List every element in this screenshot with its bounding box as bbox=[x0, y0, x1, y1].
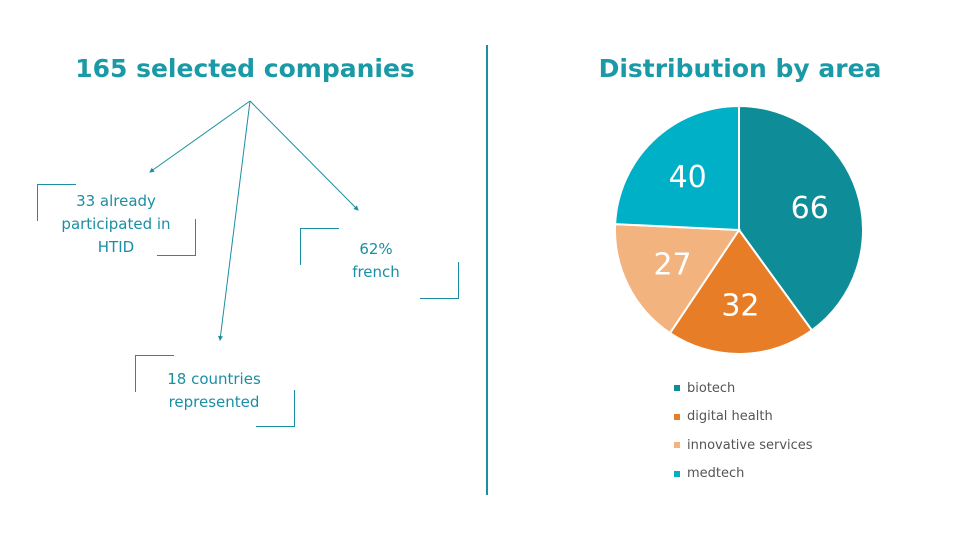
pie-label-biotech: 66 bbox=[791, 191, 829, 226]
legend-label: biotech bbox=[687, 380, 736, 396]
countries-bracket-top bbox=[135, 355, 174, 392]
pie-slice-medtech bbox=[614, 104, 740, 232]
legend-item-innovative-services: innovative services bbox=[674, 431, 813, 460]
legend-label: medtech bbox=[687, 466, 745, 482]
french-callout: 62% french bbox=[352, 240, 400, 281]
pie-slice-innovative-services bbox=[614, 223, 741, 335]
legend-label: innovative services bbox=[687, 437, 813, 453]
companies-title: 165 selected companies bbox=[75, 54, 415, 83]
arrow-to-participated bbox=[149, 100, 251, 173]
pie-slice-digital-health bbox=[668, 228, 814, 355]
countries-bracket-bottom bbox=[256, 390, 295, 427]
participated-bracket-bottom bbox=[157, 219, 196, 256]
legend-item-biotech: biotech bbox=[674, 374, 813, 403]
arrow-to-countries bbox=[218, 100, 251, 341]
legend-swatch bbox=[674, 442, 680, 449]
french-bracket-top bbox=[300, 228, 339, 265]
pie-slice-biotech bbox=[738, 104, 864, 332]
legend-item-medtech: medtech bbox=[674, 460, 813, 489]
french-bracket-bottom bbox=[420, 262, 459, 299]
vertical-divider bbox=[486, 45, 488, 495]
participated-callout: 33 already participated in HTID bbox=[61, 192, 171, 256]
chart-legend: biotech digital health innovative services… bbox=[674, 374, 813, 488]
arrow-to-french bbox=[249, 100, 359, 211]
legend-item-digital-health: digital health bbox=[674, 403, 813, 432]
distribution-title: Distribution by area bbox=[598, 54, 882, 83]
pie-label-medtech: 40 bbox=[669, 160, 707, 195]
legend-swatch bbox=[674, 470, 680, 477]
legend-swatch bbox=[674, 413, 680, 420]
pie-label-innovative-services: 27 bbox=[653, 247, 691, 282]
legend-label: digital health bbox=[687, 409, 773, 425]
countries-callout: 18 countries represented bbox=[167, 370, 261, 411]
legend-swatch bbox=[674, 385, 680, 392]
participated-bracket-top bbox=[37, 184, 76, 221]
pie-label-digital-health: 32 bbox=[721, 288, 759, 323]
